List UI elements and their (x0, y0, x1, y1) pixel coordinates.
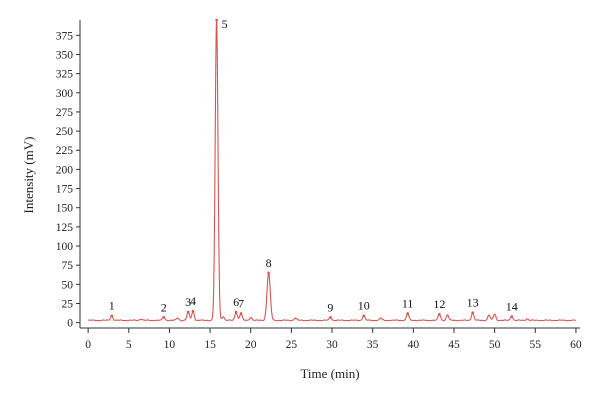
y-tick-label: 350 (56, 49, 74, 61)
peak-label: 8 (266, 256, 272, 270)
peak-label: 9 (327, 300, 333, 314)
peak-label: 5 (222, 17, 228, 31)
x-tick-label: 10 (164, 339, 176, 351)
peak-apex-marker (162, 315, 166, 319)
peak-label: 6 (233, 295, 239, 309)
peak-apex-marker (239, 312, 243, 315)
peak-apex-marker (110, 314, 114, 318)
peak-apex-marker (234, 310, 238, 314)
x-tick-label: 0 (85, 339, 91, 351)
x-tick-label: 30 (326, 339, 338, 351)
y-tick-label: 275 (56, 107, 74, 119)
peak-apex-marker (406, 312, 409, 315)
peak-apex-marker (191, 309, 195, 313)
peak-apex-marker (438, 312, 441, 316)
x-axis-title: Time (min) (300, 366, 359, 381)
y-tick-label: 225 (56, 145, 74, 157)
y-tick-label: 250 (56, 126, 74, 138)
y-tick-label: 25 (62, 298, 74, 310)
peak-apex-marker (186, 310, 190, 314)
y-tick-label: 325 (56, 69, 74, 81)
x-tick-label: 25 (286, 339, 298, 351)
y-tick-label: 175 (56, 184, 74, 196)
x-tick-label: 20 (245, 339, 257, 351)
x-tick-label: 60 (570, 339, 582, 351)
peak-label: 3 (185, 295, 191, 309)
peak-label: 1 (109, 299, 115, 313)
x-tick-label: 40 (408, 339, 420, 351)
peak-label: 13 (467, 296, 479, 310)
y-tick-label: 125 (56, 222, 74, 234)
y-tick-label: 375 (56, 30, 74, 42)
peak-label: 12 (433, 297, 445, 311)
peak-apex-marker (329, 315, 332, 319)
peak-label: 11 (402, 296, 414, 310)
y-tick-label: 100 (56, 241, 74, 253)
x-tick-label: 55 (530, 339, 542, 351)
peak-label: 2 (161, 300, 167, 314)
x-axis-ticks: 0 5 10 15 20 25 30 35 40 45 50 55 60 (85, 328, 582, 351)
y-tick-label: 50 (62, 279, 74, 291)
peak-label: 7 (238, 296, 244, 310)
x-tick-label: 50 (489, 339, 501, 351)
x-tick-label: 15 (204, 339, 216, 351)
y-tick-label: 0 (67, 318, 73, 330)
peak-label: 10 (358, 299, 370, 313)
peak-apex-marker (471, 311, 474, 314)
peak-apex-marker (215, 18, 218, 22)
peak-label: 14 (506, 300, 518, 314)
peak-apex-marker (267, 271, 270, 275)
peak-apex-marker (362, 314, 366, 318)
chromatogram-trace (87, 19, 577, 322)
x-tick-label: 5 (126, 339, 132, 351)
peak-label: 4 (190, 294, 196, 308)
y-tick-label: 200 (56, 164, 74, 176)
y-tick-label: 75 (62, 260, 74, 272)
peak-apex-marker (510, 315, 514, 318)
x-tick-label: 45 (448, 339, 460, 351)
y-tick-label: 150 (56, 203, 74, 215)
x-tick-label: 35 (367, 339, 379, 351)
y-tick-label: 300 (56, 88, 74, 100)
y-axis-ticks: 0 25 50 75 100 125 150 175 200 225 250 275 300 325 350… (56, 30, 80, 330)
y-axis-title: Intensity (mV) (21, 137, 36, 214)
